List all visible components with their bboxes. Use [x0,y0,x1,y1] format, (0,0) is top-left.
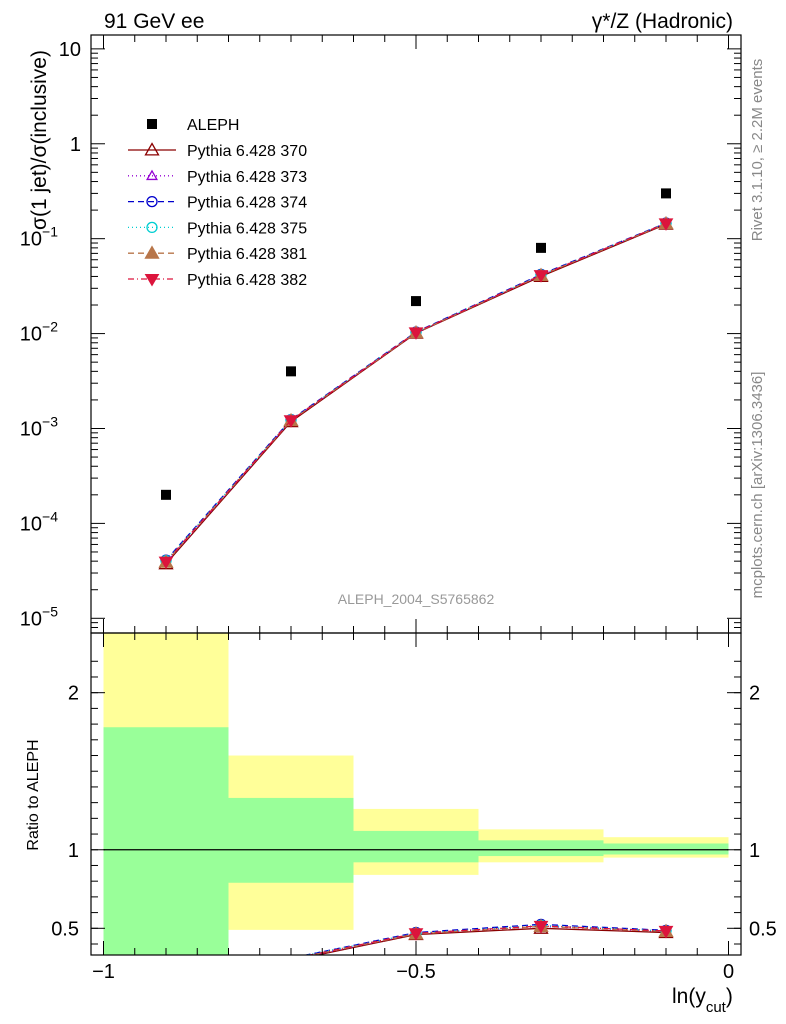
ratio-xtick-label-2: 0 [723,961,734,983]
ratio-ytick-label-right-0: 0.5 [749,918,777,940]
x-axis-label: ln(ycut) [672,985,733,1016]
rivet-label: Rivet 3.1.10, ≥ 2.2M events [749,59,766,242]
main-ytick-label-1: 10−4 [20,508,58,535]
inner-band-0 [103,727,229,955]
legend-aleph-marker [147,119,157,129]
header-left: 91 GeV ee [104,10,204,33]
aleph-point-0 [161,489,171,500]
aleph-point-1 [286,366,296,377]
ratio-uncertainty-bands [103,633,729,955]
main-series-lines [158,215,674,570]
main-ytick-label-3: 10−2 [20,319,58,346]
legend-marker-3 [146,221,158,234]
ratio-5-point-2 [408,928,424,941]
inner-band-4 [603,843,729,855]
inner-band-2 [353,830,479,863]
inner-band-3 [478,840,604,857]
main-ytick-label-5: 1 [70,134,81,156]
series-5-point-1 [283,415,299,428]
legend-label-0: Pythia 6.428 370 [187,143,307,160]
aleph-point-2 [411,296,421,307]
ratio-5-point-4 [658,925,674,939]
ratio-y-axis-label: Ratio to ALEPH [25,739,42,850]
series-5-point-4 [658,218,674,231]
mcplots-label: mcplots.cern.ch [arXiv:1306.3436] [749,372,766,599]
legend-marker-1 [146,169,158,181]
ratio-ytick-label-left-2: 2 [68,683,79,705]
series-5-point-2 [408,327,424,340]
header-right: γ*/Z (Hadronic) [592,10,733,33]
legend: ALEPH Pythia 6.428 370 Pythia 6.428 373 Pyt… [128,117,307,289]
legend-marker-5 [144,273,160,287]
main-ytick-label-4: 10−1 [20,224,58,251]
legend-marker-4 [144,245,160,259]
main-ytick-label-6: 10 [59,39,81,61]
main-ytick-label-0: 10−5 [20,603,58,630]
legend-label-5: Pythia 6.428 382 [187,272,307,289]
aleph-point-4 [661,188,671,199]
ratio-ytick-label-left-1: 1 [68,840,79,862]
inner-band-1 [228,797,354,883]
ratio-line-5 [306,925,667,955]
legend-label-1: Pythia 6.428 373 [187,169,307,186]
legend-label-2: Pythia 6.428 374 [187,195,307,212]
aleph-point-3 [536,242,546,253]
main-ytick-label-2: 10−3 [20,413,58,440]
ratio-xtick-label-0: −1 [92,961,115,983]
ratio-ytick-label-left-0: 0.5 [51,918,79,940]
reference-points [161,188,671,500]
main-y-axis-label: σ(1 jet)/σ(inclusive) [28,50,51,230]
ratio-xtick-label-1: −0.5 [396,961,435,983]
ratio-5-point-3 [533,920,549,934]
ratio-series-lines [303,918,674,955]
series-5-point-0 [158,556,174,570]
series-5-point-3 [533,270,549,283]
legend-marker-2 [146,195,158,208]
legend-label-3: Pythia 6.428 375 [187,220,307,237]
legend-marker-0 [144,142,160,156]
ratio-ytick-label-right-1: 1 [749,840,760,862]
legend-aleph-label: ALEPH [187,117,239,134]
analysis-watermark: ALEPH_2004_S5765862 [338,591,495,607]
legend-label-4: Pythia 6.428 381 [187,246,307,263]
ratio-ytick-label-right-2: 2 [749,683,760,705]
